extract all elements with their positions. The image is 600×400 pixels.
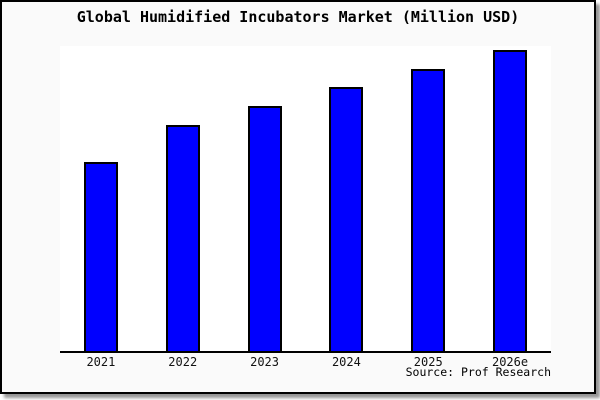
plot-area [60,46,551,353]
bar-slot [469,46,551,351]
chart-card: Global Humidified Incubators Market (Mil… [0,0,596,394]
bar-2026e [493,50,528,351]
bar-slot [142,46,224,351]
bar-slot [387,46,469,351]
bar-2022 [165,125,200,351]
x-axis-labels: 2021 2022 2023 2024 2025 2026e [60,355,551,369]
bar-2023 [247,106,282,351]
x-tick-label: 2023 [250,355,280,369]
source-note: Source: Prof Research [405,365,551,379]
bar-2024 [329,87,364,351]
bars-container [60,46,551,351]
bar-2025 [411,69,446,351]
x-tick-label: 2024 [331,355,361,369]
bar-2021 [83,162,118,351]
bar-slot [305,46,387,351]
x-tick-label: 2026e [491,355,529,369]
bar-slot [224,46,306,351]
bar-slot [60,46,142,351]
x-tick-label: 2025 [413,355,443,369]
x-tick-label: 2022 [168,355,198,369]
x-tick-label: 2021 [86,355,116,369]
chart-title: Global Humidified Incubators Market (Mil… [76,8,520,26]
